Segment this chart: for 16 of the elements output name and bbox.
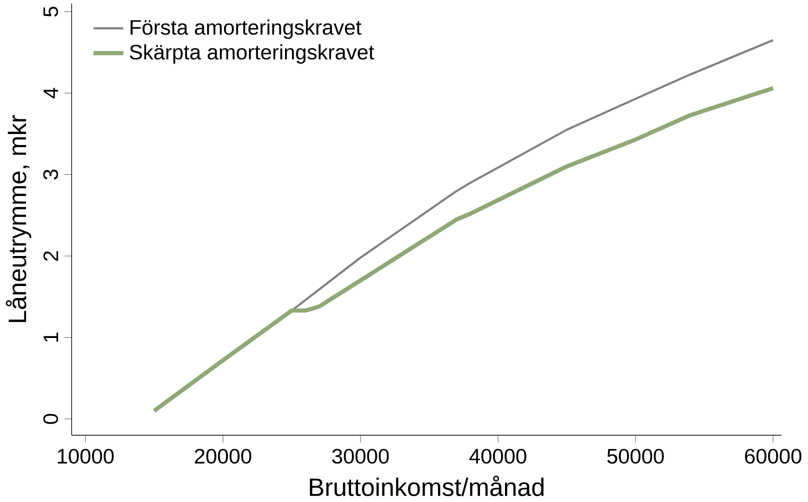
y-tick-label: 4 xyxy=(44,88,58,98)
x-tick-label: 20000 xyxy=(194,448,252,464)
y-tick-label: 3 xyxy=(43,170,58,180)
x-tick-label: 60000 xyxy=(745,448,802,464)
y-tick-label: 1 xyxy=(44,332,58,342)
legend-label: Skärpta amorteringskravet xyxy=(130,44,374,64)
y-tick-label: 2 xyxy=(43,251,58,261)
x-tick-label: 30000 xyxy=(332,448,389,464)
x-tick-label: 50000 xyxy=(607,448,664,464)
legend-label: Första amorteringskravet xyxy=(130,19,362,39)
y-tick-label: 5 xyxy=(43,6,58,17)
x-axis-title: Bruttoinkomst/månad xyxy=(310,476,544,496)
y-axis-title: Låneutrymme, mkr xyxy=(6,115,32,322)
y-tick-label: 0 xyxy=(43,414,58,424)
x-tick-label: 10000 xyxy=(58,448,114,464)
x-tick-label: 40000 xyxy=(469,448,526,464)
